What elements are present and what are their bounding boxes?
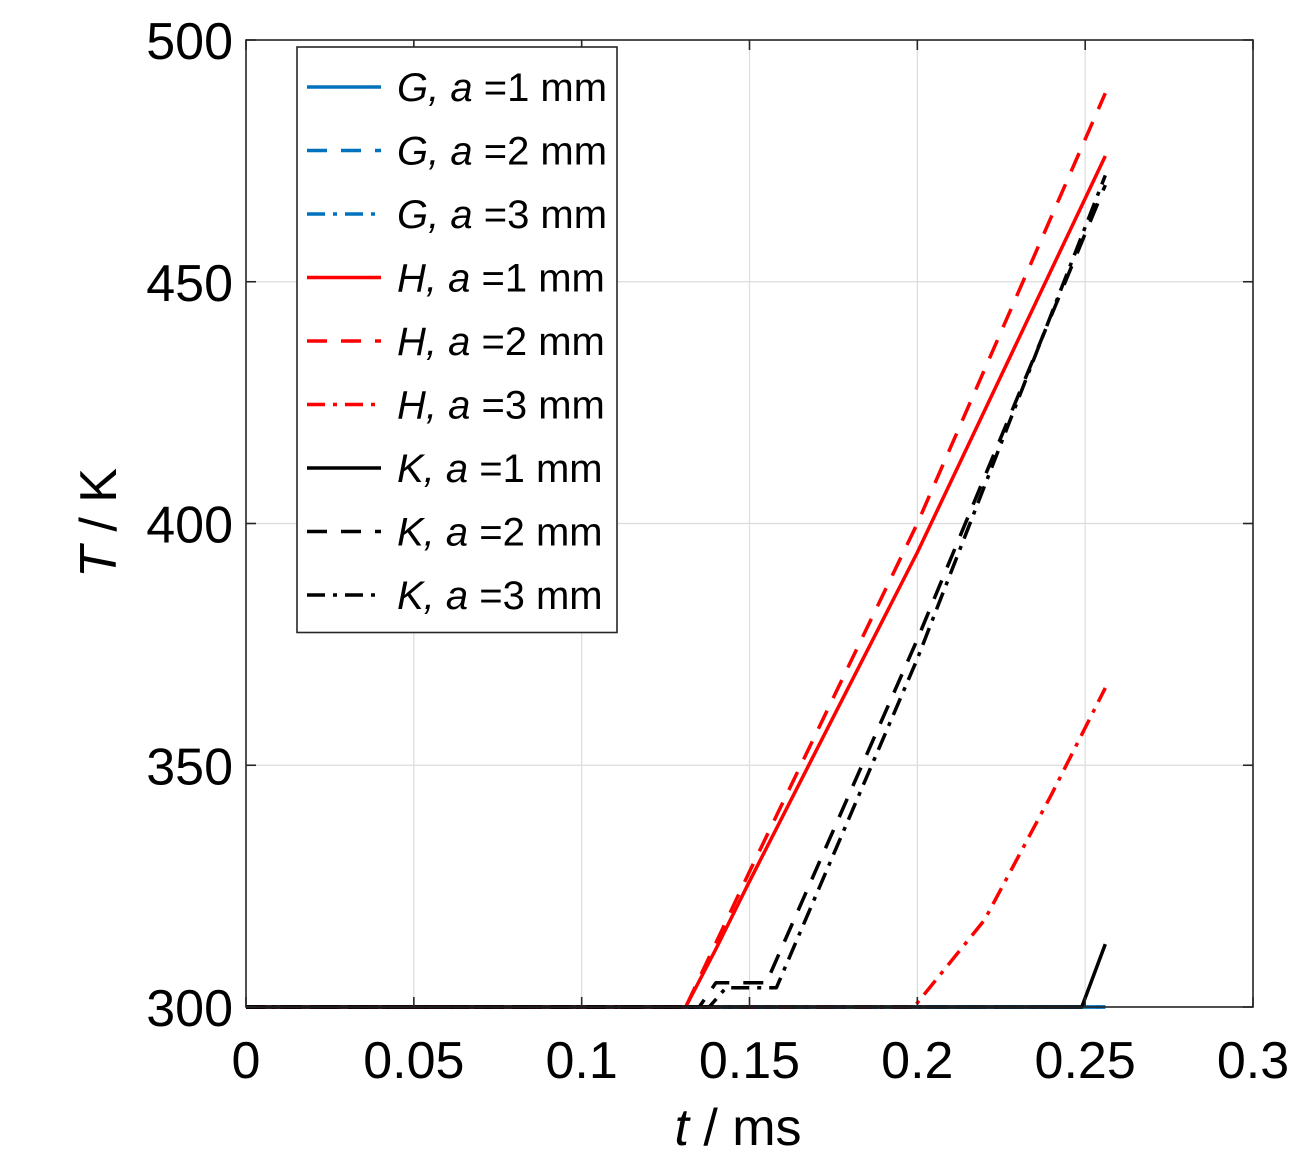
legend-label-rest: =3 mm [473,193,607,237]
y-tick-labels: 300 350 400 450 500 [146,13,233,1038]
legend-label-rest: =2 mm [473,130,607,174]
x-tick-label: 0.15 [699,1032,800,1090]
legend-label-rest: =2 mm [468,511,602,555]
x-axis-label: t / ms [674,1099,801,1157]
legend-label-var: G, a [397,193,473,237]
legend-label: G, a =1 mm [397,66,607,110]
x-tick-label: 0.05 [363,1032,464,1090]
legend-label: H, a =3 mm [397,384,605,428]
legend-label-rest: =1 mm [473,66,607,110]
legend-label-var: H, a [397,320,470,364]
legend-items: G, a =1 mmG, a =2 mmG, a =3 mmH, a =1 mm… [307,66,607,618]
legend-label-rest: =2 mm [470,320,604,364]
x-tick-label: 0.3 [1217,1032,1289,1090]
legend-label: G, a =3 mm [397,193,607,237]
y-tick-label: 500 [146,13,233,71]
x-tick-label: 0.2 [881,1032,953,1090]
y-tick-label: 350 [146,738,233,796]
x-tick-label: 0.25 [1035,1032,1136,1090]
legend-label-var: K, a [397,511,468,555]
series-line [246,92,1107,1009]
x-tick-label: 0.1 [546,1032,618,1090]
legend-label-var: K, a [397,574,468,618]
legend-label-rest: =3 mm [470,384,604,428]
legend: G, a =1 mmG, a =2 mmG, a =3 mmH, a =1 mm… [296,46,618,634]
y-axis-label: T / K [70,468,128,578]
legend-label: H, a =1 mm [397,257,605,301]
legend-label-rest: =3 mm [468,574,602,618]
y-tick-label: 450 [146,255,233,313]
legend-label-var: H, a [397,384,470,428]
y-tick-label: 300 [146,980,233,1038]
x-tick-labels: 0 0.05 0.1 0.15 0.2 0.25 0.3 [232,1032,1290,1090]
y-axis-unit: / K [70,468,128,546]
x-axis-unit: / ms [689,1099,802,1157]
legend-label: H, a =2 mm [397,320,605,364]
legend-label-rest: =1 mm [470,257,604,301]
legend-label: K, a =2 mm [397,511,603,555]
x-axis-var: t [674,1099,691,1157]
legend-label-var: G, a [397,130,473,174]
legend-label: K, a =3 mm [397,574,603,618]
legend-label-var: H, a [397,257,470,301]
legend-label: K, a =1 mm [397,447,603,491]
legend-label-var: K, a [397,447,468,491]
legend-label-var: G, a [397,66,473,110]
legend-label-rest: =1 mm [468,447,602,491]
y-tick-label: 400 [146,497,233,555]
x-tick-label: 0 [232,1032,261,1090]
legend-label: G, a =2 mm [397,130,607,174]
y-axis-var: T [70,543,128,578]
